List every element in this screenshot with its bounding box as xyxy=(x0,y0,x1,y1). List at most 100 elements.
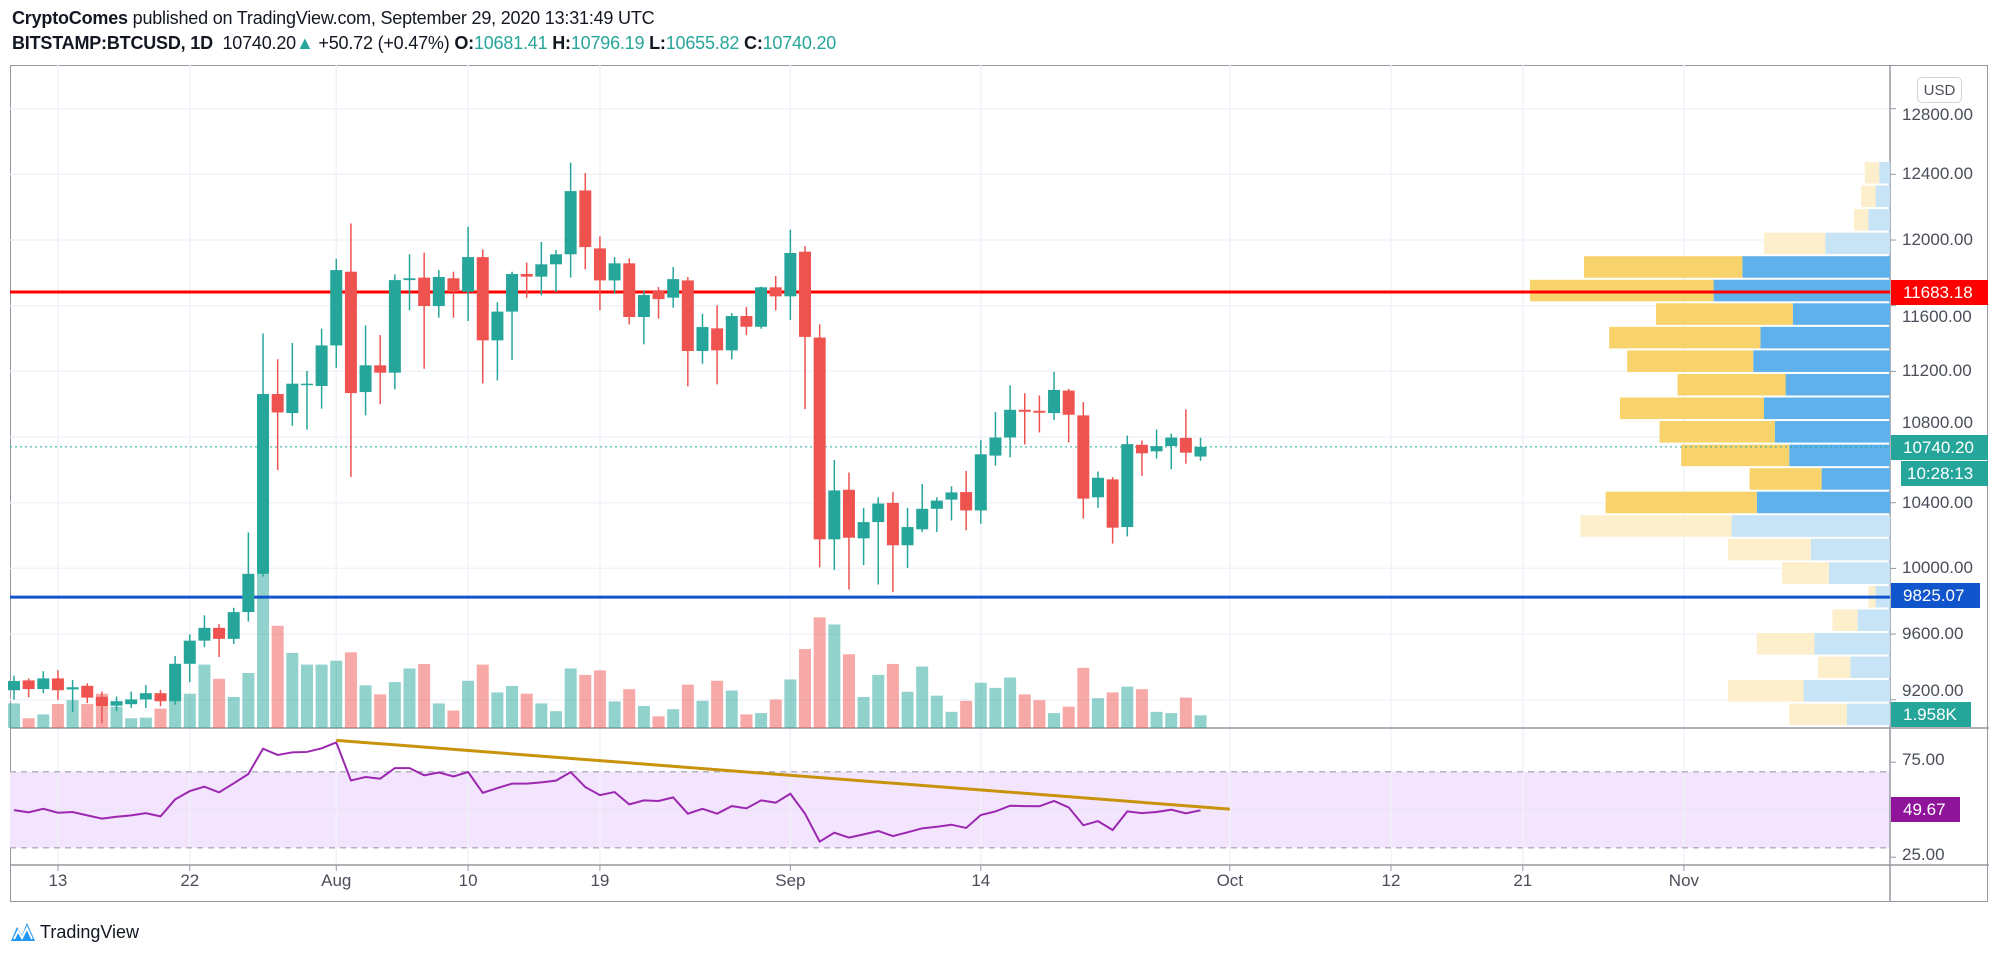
price-axis-label: 10800.00 xyxy=(1902,413,1973,433)
volume-bar xyxy=(1018,694,1031,728)
candle-body xyxy=(374,365,387,373)
volume-bar xyxy=(462,680,475,728)
volume-profile-down-bar xyxy=(1659,421,1775,443)
price-axis-label: 11200.00 xyxy=(1902,361,1972,381)
candle-body xyxy=(491,311,504,341)
candle-body xyxy=(755,287,768,327)
volume-profile-down-bar xyxy=(1764,232,1826,255)
volume-bar xyxy=(916,666,929,728)
candle-body xyxy=(286,383,299,414)
currency-button[interactable]: USD xyxy=(1917,77,1962,103)
volume-profile-up-bar xyxy=(1789,444,1890,467)
volume-profile-down-bar xyxy=(1605,491,1757,514)
bar-countdown-tag: 10:28:13 xyxy=(1901,461,1988,486)
volume-bar xyxy=(359,685,372,728)
volume-bar xyxy=(930,695,943,728)
candle-body xyxy=(242,573,255,613)
volume-profile-down-bar xyxy=(1749,468,1822,490)
time-axis-label: 22 xyxy=(180,871,200,890)
candle-body xyxy=(579,190,592,248)
volume-bar xyxy=(388,682,401,728)
candle-body xyxy=(1135,444,1148,454)
volume-profile-down-bar xyxy=(1609,326,1761,349)
candle-body xyxy=(271,394,284,413)
candle-body xyxy=(388,280,401,373)
price-axis-label: 10000.00 xyxy=(1902,558,1973,578)
volume-bar xyxy=(125,718,138,728)
time-axis-label: 21 xyxy=(1513,871,1533,890)
candle-body xyxy=(95,696,108,706)
open-value: 10681.41 xyxy=(473,33,548,53)
tradingview-logo[interactable]: TradingView xyxy=(10,921,139,943)
up-arrow-icon: ▲ xyxy=(295,33,314,53)
volume-profile-down-bar xyxy=(1854,209,1869,231)
publish-text: published on TradingView.com, September … xyxy=(127,8,655,28)
volume-profile-up-bar xyxy=(1803,680,1890,702)
time-axis-label: Oct xyxy=(1216,871,1244,890)
price-axis-label: 11600.00 xyxy=(1902,306,1972,326)
volume-bar xyxy=(227,696,240,728)
volume-profile-up-bar xyxy=(1879,162,1890,184)
author-name[interactable]: CryptoComes xyxy=(12,8,128,28)
volume-profile-down-bar xyxy=(1782,562,1829,584)
volume-profile-up-bar xyxy=(1828,562,1890,584)
candle-body xyxy=(330,270,343,346)
candle-body xyxy=(930,500,943,509)
volume-profile-up-bar xyxy=(1810,538,1890,561)
volume-bar xyxy=(315,664,328,728)
candle-body xyxy=(447,278,460,292)
candle-body xyxy=(418,277,431,307)
volume-bar xyxy=(857,696,870,728)
volume-bar xyxy=(842,654,855,728)
volume-profile-up-bar xyxy=(1774,421,1890,443)
volume-bar xyxy=(139,717,152,728)
volume-bar xyxy=(1194,715,1207,728)
candle-body xyxy=(799,251,812,337)
candle-body xyxy=(593,248,606,281)
volume-profile-down-bar xyxy=(1677,373,1786,396)
symbol-name[interactable]: BITSTAMP:BTCUSD, 1D xyxy=(12,33,213,53)
candle-body xyxy=(520,274,533,277)
candle-body xyxy=(681,280,694,352)
candle-body xyxy=(8,681,20,691)
candle-body xyxy=(359,365,372,393)
volume-bar xyxy=(1179,697,1192,728)
candle-body xyxy=(535,264,548,277)
volume-bar xyxy=(403,668,416,728)
volume-profile-down-bar xyxy=(1818,656,1851,679)
volume-bar xyxy=(286,652,299,728)
candle-body xyxy=(300,383,313,386)
candle-body xyxy=(1121,444,1134,528)
candle-body xyxy=(696,327,709,352)
candle-body xyxy=(169,663,182,702)
candle-body xyxy=(872,503,885,523)
volume-bar xyxy=(1062,706,1075,728)
close-value: 10740.20 xyxy=(762,33,837,53)
price-axis-label: 9600.00 xyxy=(1902,624,1964,644)
volume-bar xyxy=(901,691,914,728)
candle-body xyxy=(813,337,826,540)
volume-bar xyxy=(637,706,650,728)
volume-bar xyxy=(1091,698,1104,728)
candle-body xyxy=(711,328,724,351)
volume-bar xyxy=(520,693,533,728)
volume-bar xyxy=(872,674,885,728)
low-label: L: xyxy=(649,33,666,53)
candle-body xyxy=(1194,446,1207,457)
high-label: H: xyxy=(552,33,571,53)
close-label: C: xyxy=(744,33,763,53)
volume-bar xyxy=(1004,677,1017,728)
time-axis-label: Aug xyxy=(321,871,352,890)
candle-body xyxy=(1150,446,1163,452)
volume-bar xyxy=(755,713,768,728)
candle-body xyxy=(37,678,50,690)
candle-body xyxy=(916,508,929,530)
volume-profile-up-bar xyxy=(1875,185,1890,208)
volume-bar xyxy=(491,692,504,728)
candle-body xyxy=(81,685,94,698)
volume-bar xyxy=(169,693,182,728)
candle-body xyxy=(227,612,240,639)
volume-bar xyxy=(110,706,123,728)
volume-bar xyxy=(344,652,357,728)
